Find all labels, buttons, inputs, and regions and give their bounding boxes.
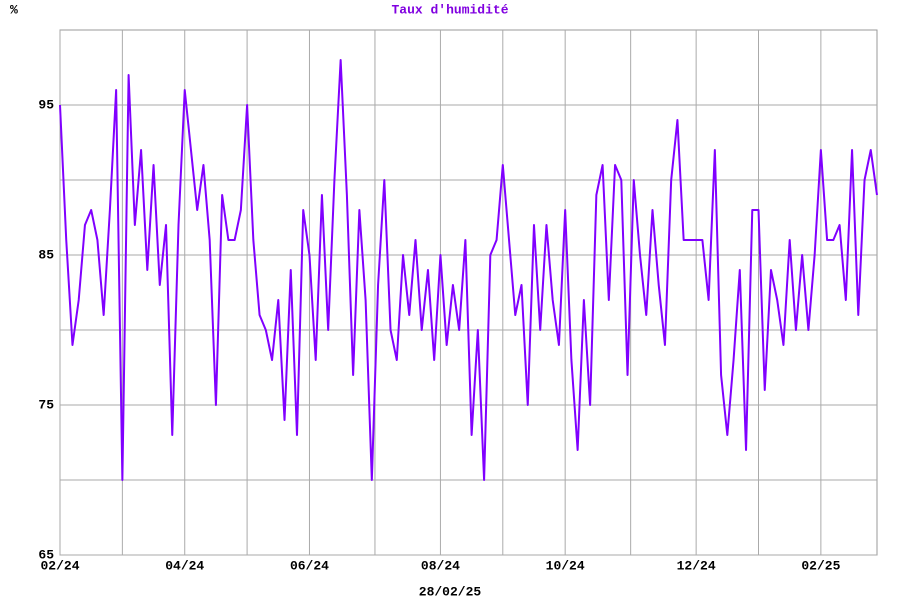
x-tick-label: 06/24 [290,558,329,573]
y-unit: % [10,2,18,17]
x-tick-label: 12/24 [677,558,716,573]
y-tick-label: 85 [38,247,54,262]
x-tick-label: 02/24 [40,558,79,573]
data-line [59,59,878,481]
y-tick-label: 75 [38,397,54,412]
chart-title: Taux d'humidité [391,2,508,17]
x-tick-label: 08/24 [421,558,460,573]
date-label: 28/02/25 [419,584,482,599]
x-tick-label: 02/25 [801,558,840,573]
x-tick-label: 04/24 [165,558,204,573]
x-tick-label: 10/24 [546,558,585,573]
y-tick-label: 65 [38,547,54,562]
y-tick-label: 95 [38,97,54,112]
